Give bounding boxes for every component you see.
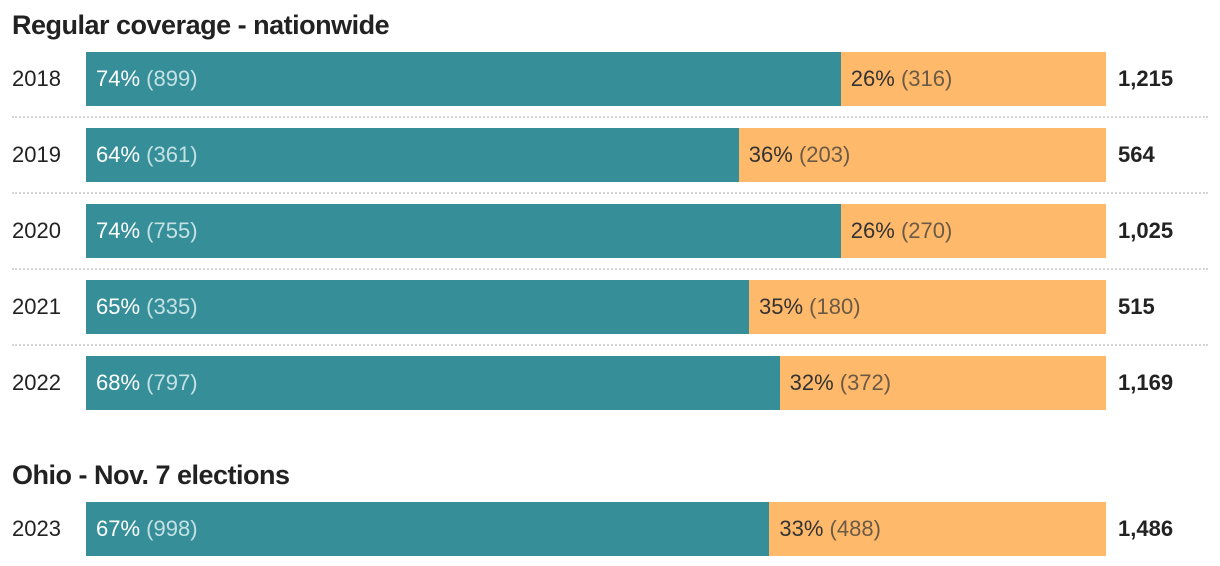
segment-count-label: (797) (146, 370, 198, 395)
bar-segment-secondary: 35% (180) (749, 280, 1106, 334)
segment-percent-label: 68% (96, 370, 147, 395)
row-divider (12, 268, 1208, 270)
row-total-label: 1,215 (1118, 66, 1174, 91)
year-label: 2023 (12, 516, 61, 541)
segment-count-label: (488) (829, 516, 881, 541)
stacked-bar: 64% (361) 36% (203) (86, 128, 1106, 182)
segment-percent-label: 36% (748, 142, 799, 167)
bar-segment-primary: 67% (998) (86, 502, 770, 556)
stacked-bar: 74% (755) 26% (270) (86, 204, 1106, 258)
stacked-bar: 67% (998) 33% (488) (86, 502, 1106, 556)
bar-segment-primary: 74% (899) (86, 52, 841, 106)
chart-title-nationwide: Regular coverage - nationwide (12, 10, 390, 40)
row-total-label: 564 (1118, 142, 1155, 167)
row-divider (12, 116, 1208, 118)
row-total-label: 1,025 (1118, 218, 1174, 243)
row-total-label: 1,169 (1118, 370, 1174, 395)
segment-count-label: (180) (809, 294, 861, 319)
bar-segment-secondary: 33% (488) (769, 502, 1106, 556)
bar-segment-secondary: 26% (270) (840, 204, 1106, 258)
segment-count-label: (270) (900, 218, 953, 243)
bar-segment-primary: 74% (755) (86, 204, 841, 258)
bar-segment-secondary: 32% (372) (779, 356, 1106, 410)
segment-percent-label: 67% (96, 516, 147, 541)
segment-count-label: (203) (798, 142, 851, 167)
chart-title-ohio: Ohio - Nov. 7 elections (12, 460, 290, 490)
bar-segment-primary: 65% (335) (86, 280, 749, 334)
segment-count-label: (899) (146, 66, 198, 91)
bar-segment-primary: 64% (361) (86, 128, 739, 182)
row-divider (12, 192, 1208, 194)
segment-percent-label: 74% (96, 66, 147, 91)
year-label: 2022 (12, 370, 61, 395)
year-label: 2021 (12, 294, 61, 319)
segment-percent-label: 26% (850, 66, 901, 91)
segment-percent-label: 65% (96, 294, 147, 319)
segment-percent-label: 33% (779, 516, 830, 541)
year-label: 2019 (12, 142, 61, 167)
segment-count-label: (372) (839, 370, 892, 395)
bar-segment-secondary: 36% (203) (738, 128, 1106, 182)
row-total-label: 515 (1118, 294, 1155, 319)
stacked-bar: 68% (797) 32% (372) (86, 356, 1106, 410)
segment-count-label: (998) (146, 516, 198, 541)
bar-segment-primary: 68% (797) (86, 356, 780, 410)
bar-row: 2019 64% (361) 36% (203) 564 (0, 128, 1220, 182)
segment-percent-label: 26% (850, 218, 901, 243)
segment-percent-label: 64% (96, 142, 147, 167)
segment-count-label: (335) (146, 294, 198, 319)
segment-count-label: (361) (146, 142, 198, 167)
segment-percent-label: 32% (789, 370, 840, 395)
row-total-label: 1,486 (1118, 516, 1174, 541)
bar-row: 2023 67% (998) 33% (488) 1,486 (0, 502, 1220, 556)
year-label: 2020 (12, 218, 61, 243)
bar-row: 2020 74% (755) 26% (270) 1,025 (0, 204, 1220, 258)
row-divider (12, 344, 1208, 346)
year-label: 2018 (12, 66, 61, 91)
bar-segment-secondary: 26% (316) (840, 52, 1106, 106)
segment-percent-label: 35% (759, 294, 810, 319)
stacked-bar: 65% (335) 35% (180) (86, 280, 1106, 334)
segment-percent-label: 74% (96, 218, 147, 243)
bar-row: 2021 65% (335) 35% (180) 515 (0, 280, 1220, 334)
bar-row: 2022 68% (797) 32% (372) 1,169 (0, 356, 1220, 410)
segment-count-label: (316) (900, 66, 953, 91)
stacked-bar: 74% (899) 26% (316) (86, 52, 1106, 106)
bar-row: 2018 74% (899) 26% (316) 1,215 (0, 52, 1220, 106)
segment-count-label: (755) (146, 218, 198, 243)
